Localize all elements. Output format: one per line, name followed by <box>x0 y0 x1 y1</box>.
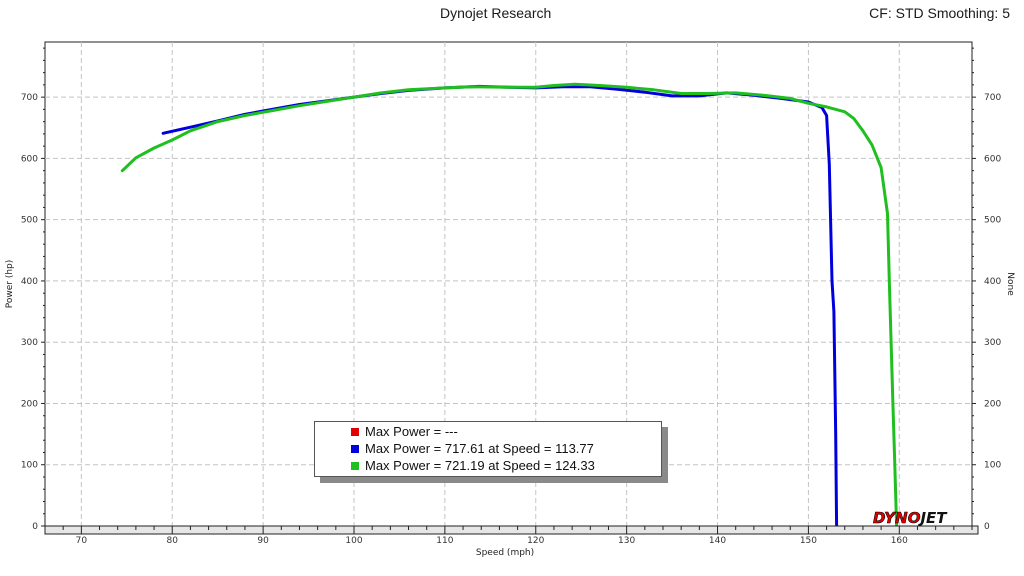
legend-text-red: Max Power = --- <box>365 424 458 439</box>
y-tick-label: 700 <box>21 93 38 103</box>
y2-tick-label: 200 <box>984 399 1001 409</box>
y2-tick-label: 0 <box>984 522 990 532</box>
correction-factor-label: CF: STD Smoothing: 5 <box>869 5 1010 21</box>
x-tick-label: 70 <box>76 536 88 546</box>
x-tick-label: 130 <box>618 536 635 546</box>
legend-item-blue: Max Power = 717.61 at Speed = 113.77 <box>351 440 594 458</box>
logo-text-jet: JET <box>920 509 947 527</box>
legend: Max Power = --- Max Power = 717.61 at Sp… <box>314 421 662 477</box>
x-axis-bar <box>44 525 979 535</box>
y2-axis-title: None <box>1005 272 1015 296</box>
x-tick-label: 160 <box>891 536 908 546</box>
y-tick-label: 300 <box>21 338 38 348</box>
y-tick-label: 500 <box>21 216 38 226</box>
x-tick-label: 150 <box>800 536 817 546</box>
y-axis-title: Power (hp) <box>5 260 15 309</box>
y-tick-label: 400 <box>21 277 38 287</box>
legend-text-green: Max Power = 721.19 at Speed = 124.33 <box>365 458 595 473</box>
x-tick-label: 120 <box>527 536 544 546</box>
y2-tick-label: 400 <box>984 277 1001 287</box>
legend-item-green: Max Power = 721.19 at Speed = 124.33 <box>351 457 595 475</box>
x-tick-label: 140 <box>709 536 726 546</box>
legend-item-red: Max Power = --- <box>351 423 458 441</box>
x-tick-label: 110 <box>436 536 453 546</box>
y-tick-label: 200 <box>21 399 38 409</box>
x-tick-label: 80 <box>167 536 179 546</box>
y2-tick-label: 100 <box>984 461 1001 471</box>
x-tick-label: 90 <box>257 536 269 546</box>
legend-swatch-red <box>351 428 359 436</box>
logo-text-dyno: DYNO <box>873 509 921 528</box>
legend-swatch-blue <box>351 445 359 453</box>
y2-tick-label: 600 <box>984 154 1001 164</box>
x-axis-title: Speed (mph) <box>476 548 534 558</box>
legend-swatch-green <box>351 462 359 470</box>
series-layer <box>120 82 899 528</box>
legend-text-blue: Max Power = 717.61 at Speed = 113.77 <box>365 441 594 456</box>
y-tick-label: 0 <box>32 522 38 532</box>
y-tick-label: 100 <box>21 461 38 471</box>
y2-tick-label: 500 <box>984 216 1001 226</box>
y2-tick-label: 300 <box>984 338 1001 348</box>
y-tick-label: 600 <box>21 154 38 164</box>
dynojet-logo: DYNOJET <box>873 509 947 528</box>
axis-layer: 0 0 100 100 200 200 300 300 400 400 500 500 600 600 70… <box>21 47 1001 546</box>
power-series-line-2 <box>120 82 899 528</box>
chart-header-title: Dynojet Research <box>440 5 552 21</box>
grid-layer <box>45 42 972 526</box>
x-tick-label: 100 <box>345 536 362 546</box>
y2-tick-label: 700 <box>984 93 1001 103</box>
